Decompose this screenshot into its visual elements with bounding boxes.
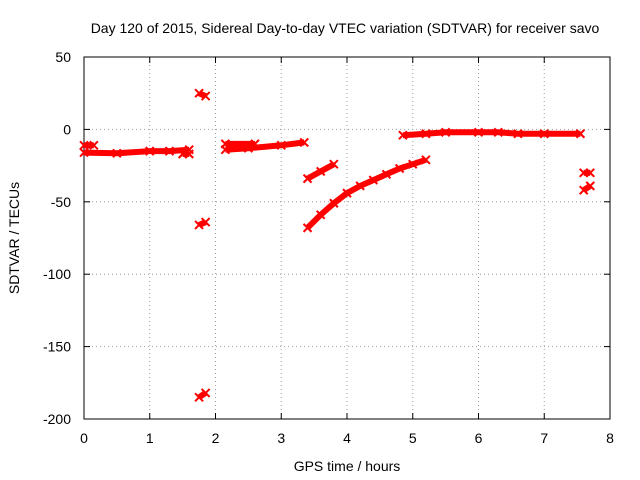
series-late-upper: [578, 168, 595, 178]
series-spike-high: [194, 88, 211, 101]
y-axis-label: SDTVAR / TECUs: [6, 182, 22, 294]
series-late-lower: [578, 181, 595, 195]
y-tick-label: -100: [43, 266, 71, 282]
series-midday-upper: [220, 139, 260, 149]
data-point: [79, 147, 89, 158]
data-point: [200, 217, 211, 227]
data-point: [79, 140, 89, 151]
data-point: [329, 198, 339, 208]
y-tick-label: -150: [43, 339, 71, 355]
data-point: [585, 181, 595, 191]
series-spike-mid: [194, 217, 211, 230]
x-tick-label: 1: [146, 430, 154, 446]
series-line: [402, 129, 581, 139]
data-point: [440, 127, 451, 138]
y-tick-label: 50: [55, 49, 71, 65]
data-point: [368, 175, 379, 185]
data-point: [194, 220, 204, 230]
data-point: [145, 146, 155, 156]
series-line: [305, 156, 427, 231]
data-point: [421, 155, 431, 165]
series-plateau: [398, 127, 586, 140]
data-point: [315, 210, 326, 220]
series-dip-1-6: [177, 149, 194, 159]
series-line: [83, 146, 190, 157]
data-point: [220, 139, 231, 149]
x-tick-label: 7: [540, 430, 548, 446]
data-point: [194, 392, 204, 402]
x-tick-label: 6: [475, 430, 483, 446]
data-point: [302, 223, 313, 233]
data-point: [585, 168, 595, 178]
x-tick-label: 5: [409, 430, 417, 446]
data-series: [79, 88, 595, 402]
data-point: [164, 146, 175, 156]
data-point: [513, 129, 523, 139]
y-tick-label: -200: [43, 411, 71, 427]
x-tick-label: 3: [277, 430, 285, 446]
y-tick-label: -50: [51, 194, 71, 210]
data-point: [315, 166, 326, 177]
data-point: [578, 185, 589, 195]
grid-lines: [84, 57, 610, 419]
data-point: [299, 137, 309, 148]
data-point: [89, 140, 99, 151]
chart-title: Day 120 of 2015, Sidereal Day-to-day VTE…: [91, 20, 600, 36]
data-point: [408, 159, 418, 169]
x-tick-label: 2: [212, 430, 220, 446]
series-rise-long: [302, 155, 431, 233]
data-point: [355, 181, 365, 191]
data-point: [250, 139, 260, 149]
x-tick-label: 8: [606, 430, 614, 446]
data-point: [200, 388, 211, 398]
data-point: [381, 169, 392, 179]
series-rise-short: [302, 159, 339, 184]
data-point: [539, 129, 549, 139]
data-point: [398, 130, 408, 140]
data-point: [194, 88, 204, 98]
x-axis: 0 1 2 3 4 5 6 7 8: [80, 57, 614, 446]
x-tick-label: 4: [343, 430, 351, 446]
data-point: [421, 129, 431, 139]
series-early-high: [79, 140, 99, 151]
series-early-main: [79, 144, 194, 158]
data-point: [200, 91, 211, 101]
data-point: [302, 173, 313, 184]
series-line: [225, 139, 305, 153]
data-point: [575, 129, 586, 139]
x-tick-label: 0: [80, 430, 88, 446]
x-axis-label: GPS time / hours: [294, 458, 401, 474]
data-point: [184, 149, 194, 159]
y-tick-label: 0: [63, 121, 71, 137]
series-spike-low: [194, 388, 211, 402]
data-point: [329, 159, 339, 169]
data-point: [394, 163, 405, 174]
data-point: [342, 188, 352, 198]
data-point: [493, 127, 503, 138]
data-point: [112, 148, 122, 158]
data-point: [276, 140, 286, 151]
data-point: [473, 127, 484, 138]
y-axis: 50 0 -50 -100 -150 -200: [43, 49, 610, 427]
